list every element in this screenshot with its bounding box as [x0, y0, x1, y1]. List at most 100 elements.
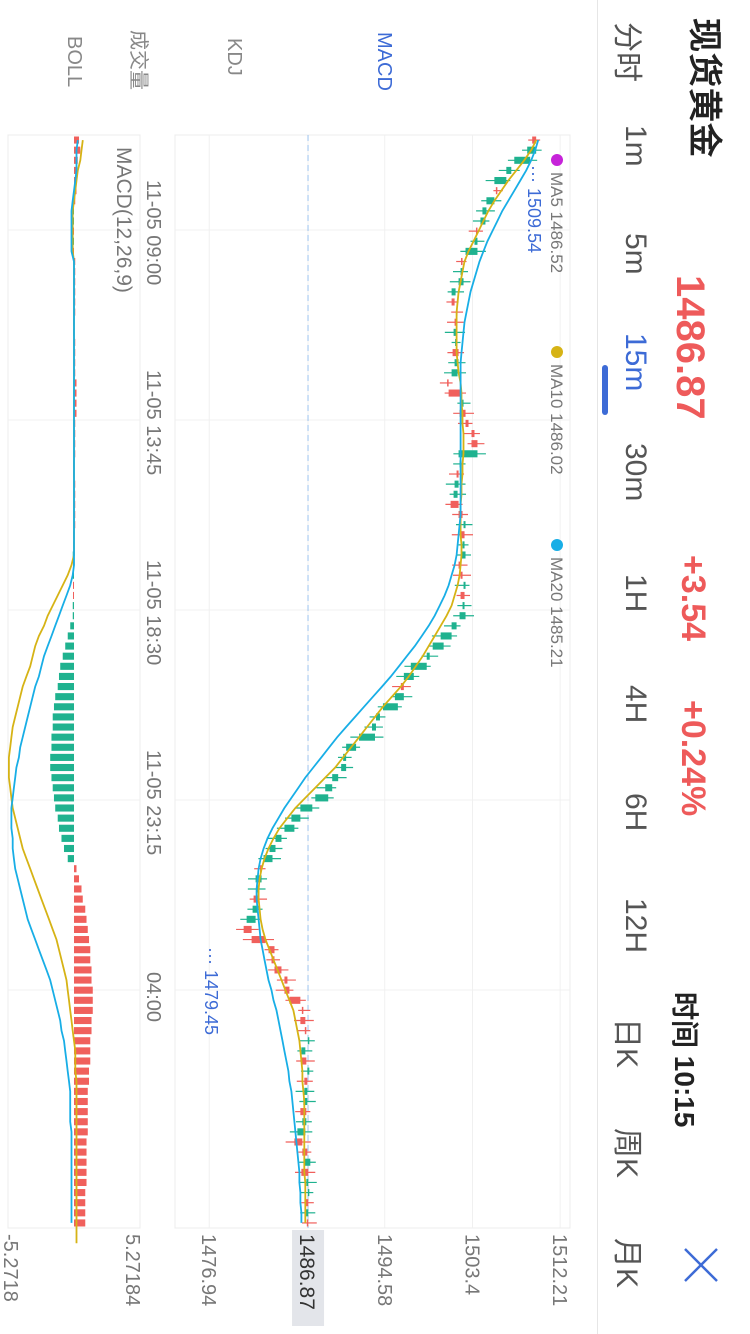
candle-body	[307, 1189, 310, 1197]
candle-body	[494, 176, 507, 185]
macd-bar	[73, 885, 82, 893]
macd-bar	[73, 1118, 88, 1126]
x-tick-label: 11-05 23:15	[142, 750, 164, 855]
candle-body	[451, 622, 457, 630]
macd-bar	[62, 652, 74, 660]
macd-bar	[72, 591, 74, 600]
candle-body	[451, 288, 456, 296]
macd-bar	[51, 743, 74, 751]
candle-body	[394, 693, 404, 701]
macd-bar	[63, 844, 74, 853]
macd-bar	[73, 1047, 91, 1055]
legend-dot-ma10	[551, 346, 563, 358]
candle-body	[307, 1037, 310, 1045]
candle-body	[451, 369, 458, 377]
macd-bar	[73, 936, 90, 944]
macd-bar	[57, 814, 74, 822]
candle-body	[451, 298, 455, 306]
macd-bar	[53, 703, 74, 711]
macd-y-min: -5.2718	[0, 1234, 21, 1302]
y-tick-label: 1476.94	[197, 1234, 219, 1306]
macd-bar	[73, 976, 92, 984]
macd-bar	[73, 1077, 90, 1085]
macd-bar	[57, 683, 74, 691]
candle-body	[306, 1219, 309, 1227]
candle-body	[306, 1178, 309, 1187]
candle-body	[341, 763, 347, 772]
macd-bar	[52, 784, 74, 792]
x-tick-label: 11-05 13:45	[142, 370, 164, 475]
candle-body	[301, 1057, 307, 1065]
macd-bar	[73, 946, 91, 954]
candle-body	[462, 541, 465, 549]
candle-body	[471, 440, 478, 448]
candle-body	[461, 257, 463, 266]
candle-body	[275, 834, 282, 842]
low-marker: ··· 1479.45	[201, 947, 221, 1035]
macd-panel-frame	[7, 134, 141, 1229]
candle-body	[332, 774, 339, 782]
macd-bar	[72, 581, 74, 589]
macd-bar	[55, 804, 74, 812]
macd-bar	[65, 642, 74, 650]
candle-body	[297, 1128, 306, 1136]
macd-bar	[67, 855, 74, 863]
candle-body	[482, 207, 487, 215]
macd-bar	[73, 875, 80, 883]
candle-body	[459, 612, 466, 620]
candle-body	[432, 642, 444, 650]
macd-bar	[58, 824, 74, 832]
candle-body	[465, 419, 469, 427]
candle-body	[450, 500, 459, 508]
macd-bar	[73, 865, 77, 873]
candle-body	[284, 976, 288, 984]
macd-bar	[73, 895, 83, 903]
macd-bar	[73, 1006, 93, 1014]
ma10-line	[257, 139, 538, 1223]
candle-body	[300, 1108, 307, 1116]
candle-body	[243, 925, 252, 933]
macd-bar	[50, 753, 74, 761]
candle-body	[382, 703, 398, 711]
macd-bar	[73, 1128, 88, 1136]
ma20-line	[255, 139, 540, 1223]
macd-bar	[51, 774, 74, 782]
legend-dot-ma20	[551, 539, 563, 551]
macd-dif-line	[8, 139, 84, 1244]
macd-bar	[73, 1067, 90, 1075]
candle-body	[307, 1067, 310, 1075]
macd-bar	[73, 956, 91, 964]
candle-body	[448, 389, 461, 397]
candle-body	[289, 996, 301, 1004]
candle-body	[471, 430, 475, 438]
legend-ma10: MA10 1486.02	[547, 364, 566, 475]
legend-dot-ma5	[551, 154, 563, 166]
macd-bar	[73, 1016, 92, 1025]
candle-body	[456, 470, 459, 478]
candle-body	[304, 1087, 308, 1095]
y-tick-label: 1503.4	[460, 1234, 482, 1295]
macd-bar	[73, 915, 87, 923]
close-icon	[684, 1248, 718, 1282]
macd-bar	[73, 1097, 88, 1106]
candle-body	[246, 915, 256, 923]
candle-body	[426, 652, 430, 660]
candle-body	[463, 521, 466, 529]
macd-bar	[72, 602, 74, 610]
macd-bar	[73, 905, 86, 913]
macd-bar	[52, 713, 74, 721]
close-button[interactable]	[666, 1230, 736, 1300]
candle-body	[454, 480, 459, 488]
y-tick-label: 1512.21	[548, 1234, 570, 1306]
candle-body	[495, 187, 498, 195]
candle-body	[325, 784, 333, 792]
macd-bar	[73, 1057, 91, 1065]
macd-bar	[70, 622, 74, 630]
candle-body	[315, 794, 329, 802]
macd-bar	[53, 794, 74, 802]
macd-bar	[73, 996, 93, 1004]
candle-body	[251, 936, 266, 944]
candle-body	[461, 551, 466, 559]
candle-body	[440, 632, 452, 640]
